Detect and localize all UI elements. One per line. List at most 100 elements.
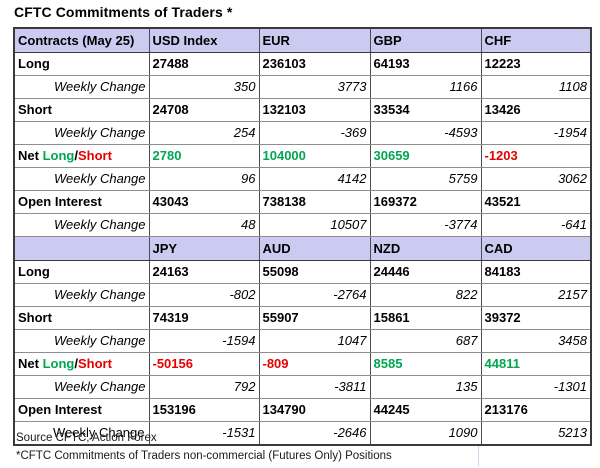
cell-chf-net: -1203 [480,144,592,168]
cell-jpy-short: 74319 [148,306,260,330]
cell-jpy-oi-change: -1531 [148,421,260,446]
cell-usd-net: 2780 [148,144,260,168]
cell-usd-long-change: 350 [148,75,260,99]
cell-nzd-long-change: 822 [369,283,482,307]
cell-nzd-short-change: 687 [369,329,482,353]
header-blank [13,236,150,261]
table-row-open-interest-2: Open Interest 153196 134790 44245 213176 [13,398,592,422]
net-word: Net [18,356,43,371]
row-label: Weekly Change [13,283,150,307]
row-label-net: Net Long/Short [13,352,150,376]
row-label: Weekly Change [13,375,150,399]
row-label: Open Interest [13,398,150,422]
row-label: Weekly Change [13,75,150,99]
table-row-short-change-2: Weekly Change -1594 1047 687 3458 [13,329,592,353]
row-label: Weekly Change [13,121,150,145]
row-label: Weekly Change [13,213,150,237]
row-label-net: Net Long/Short [13,144,150,168]
cell-cad-short-change: 3458 [480,329,592,353]
cell-gbp-long-change: 1166 [369,75,482,99]
table-row-net-change-1: Weekly Change 96 4142 5759 3062 [13,167,592,191]
cell-aud-short-change: 1047 [258,329,371,353]
cell-usd-short-change: 254 [148,121,260,145]
table-row-short-change-1: Weekly Change 254 -369 -4593 -1954 [13,121,592,145]
cell-gbp-short: 33534 [369,98,482,122]
cell-cad-net: 44811 [480,352,592,376]
table-row-short-1: Short 24708 132103 33534 13426 [13,98,592,122]
header-usd-index: USD Index [148,27,260,53]
table-row-long-2: Long 24163 55098 24446 84183 [13,260,592,284]
header-row-block2: JPY AUD NZD CAD [13,236,592,261]
cell-usd-short: 24708 [148,98,260,122]
table-row-oi-change-2: Weekly Change -1531 -2646 1090 5213 [13,421,592,446]
header-aud: AUD [258,236,371,261]
cell-eur-net-change: 4142 [258,167,371,191]
source-note: Source CFTC, Action Forex [16,432,157,444]
cell-eur-oi-change: 10507 [258,213,371,237]
cell-jpy-short-change: -1594 [148,329,260,353]
cell-eur-oi: 738138 [258,190,371,214]
header-jpy: JPY [148,236,260,261]
cell-usd-oi: 43043 [148,190,260,214]
cell-chf-long: 12223 [480,52,592,76]
cell-gbp-short-change: -4593 [369,121,482,145]
cell-cad-short: 39372 [480,306,592,330]
cell-nzd-oi-change: 1090 [369,421,482,446]
cell-nzd-net: 8585 [369,352,482,376]
cell-eur-long-change: 3773 [258,75,371,99]
cell-cad-oi-change: 5213 [480,421,592,446]
row-label: Long [13,260,150,284]
cell-aud-oi: 134790 [258,398,371,422]
cell-jpy-long: 24163 [148,260,260,284]
cell-chf-short: 13426 [480,98,592,122]
cell-chf-long-change: 1108 [480,75,592,99]
row-label: Open Interest [13,190,150,214]
cot-table: Contracts (May 25) USD Index EUR GBP CHF… [13,27,592,446]
cell-nzd-net-change: 135 [369,375,482,399]
row-label: Short [13,98,150,122]
cell-gbp-oi-change: -3774 [369,213,482,237]
cell-cad-long-change: 2157 [480,283,592,307]
definition-note: *CFTC Commitments of Traders non-commerc… [16,450,392,462]
cell-chf-oi: 43521 [480,190,592,214]
table-row-open-interest-1: Open Interest 43043 738138 169372 43521 [13,190,592,214]
header-nzd: NZD [369,236,482,261]
cell-jpy-oi: 153196 [148,398,260,422]
row-label: Weekly Change [13,329,150,353]
row-label: Weekly Change [13,167,150,191]
cell-jpy-net-change: 792 [148,375,260,399]
row-label: Short [13,306,150,330]
net-slash: / [74,148,78,163]
table-row-long-change-1: Weekly Change 350 3773 1166 1108 [13,75,592,99]
table-row-long-1: Long 27488 236103 64193 12223 [13,52,592,76]
cell-jpy-long-change: -802 [148,283,260,307]
net-long-word: Long [42,148,75,163]
cell-gbp-oi: 169372 [369,190,482,214]
table-row-oi-change-1: Weekly Change 48 10507 -3774 -641 [13,213,592,237]
cell-cad-oi: 213176 [480,398,592,422]
cell-usd-net-change: 96 [148,167,260,191]
cell-aud-long-change: -2764 [258,283,371,307]
net-short-word: Short [77,148,112,163]
cell-usd-oi-change: 48 [148,213,260,237]
cell-aud-net: -809 [258,352,371,376]
cell-chf-short-change: -1954 [480,121,592,145]
header-cad: CAD [480,236,592,261]
cell-nzd-oi: 44245 [369,398,482,422]
page-title: CFTC Commitments of Traders * [14,4,233,20]
net-slash: / [74,356,78,371]
net-word: Net [18,148,43,163]
cell-eur-short: 132103 [258,98,371,122]
cell-chf-net-change: 3062 [480,167,592,191]
cell-gbp-net: 30659 [369,144,482,168]
cell-aud-long: 55098 [258,260,371,284]
cell-chf-oi-change: -641 [480,213,592,237]
cell-eur-net: 104000 [258,144,371,168]
table-row-short-2: Short 74319 55907 15861 39372 [13,306,592,330]
cell-aud-short: 55907 [258,306,371,330]
cell-eur-long: 236103 [258,52,371,76]
table-row-net-2: Net Long/Short -50156 -809 8585 44811 [13,352,592,376]
cell-nzd-short: 15861 [369,306,482,330]
header-gbp: GBP [369,27,482,53]
